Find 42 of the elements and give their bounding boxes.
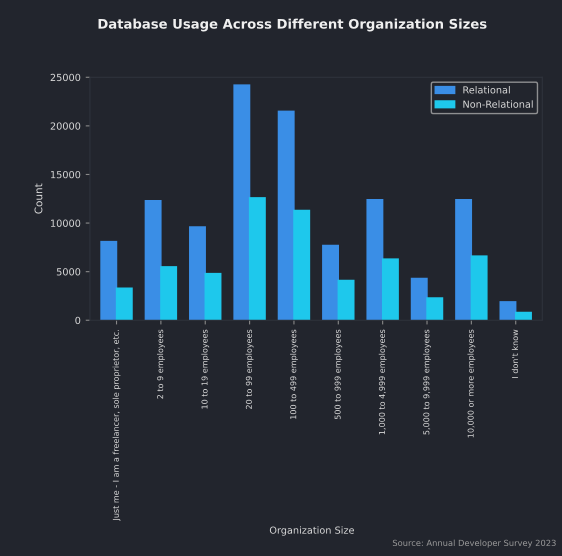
- bar: [382, 258, 399, 320]
- x-tick-label: 2 to 9 employees: [156, 330, 165, 399]
- bar: [410, 278, 428, 320]
- x-tick-label: I don't know: [512, 330, 518, 378]
- bar: [278, 110, 295, 320]
- bar: [426, 297, 444, 320]
- source-note: Source: Annual Developer Survey 2023: [392, 540, 556, 548]
- x-tick-label: 5,000 to 9,999 employees: [423, 330, 431, 435]
- bar: [500, 301, 516, 320]
- y-tick-label: 25000: [50, 74, 80, 82]
- bar: [144, 200, 162, 320]
- bar: [160, 266, 178, 320]
- x-axis-title: Organization Size: [270, 526, 354, 536]
- bar: [515, 312, 532, 320]
- bar: [100, 240, 118, 320]
- bar: [116, 287, 133, 320]
- y-tick-label: 0: [75, 316, 80, 324]
- bar: [293, 210, 310, 320]
- x-tick-label: 1,000 to 4,999 employees: [378, 330, 387, 434]
- bar: [189, 226, 206, 320]
- y-axis-title: Count: [34, 184, 42, 214]
- x-tick-label: 100 to 499 employees: [290, 330, 298, 419]
- y-tick-label: 20000: [50, 122, 80, 130]
- x-tick-label: Just me - I am a freelancer, sole proprietor, etc.: [112, 330, 120, 521]
- bar: [455, 199, 472, 320]
- x-tick-label: 500 to 999 employees: [334, 330, 342, 420]
- y-tick-label: 10000: [51, 220, 80, 227]
- legend-label: Non-Relational: [463, 100, 533, 108]
- y-tick-label: 15000: [51, 170, 80, 178]
- x-tick-label: 20 to 99 employees: [246, 330, 254, 409]
- bar: [248, 197, 266, 320]
- y-tick-label: 5000: [56, 268, 80, 276]
- bar: [470, 255, 488, 320]
- bar: [204, 272, 222, 320]
- bar: [322, 244, 339, 320]
- chart-title: Database Usage Across Different Organization Sizes: [98, 18, 487, 32]
- bar: [233, 84, 250, 320]
- legend-label: Relational: [463, 86, 510, 94]
- x-tick-label: 10 to 19 employees: [201, 330, 210, 409]
- bar: [338, 280, 355, 320]
- x-tick-label: 10,000 or more employees: [467, 330, 476, 438]
- bar: [366, 199, 384, 320]
